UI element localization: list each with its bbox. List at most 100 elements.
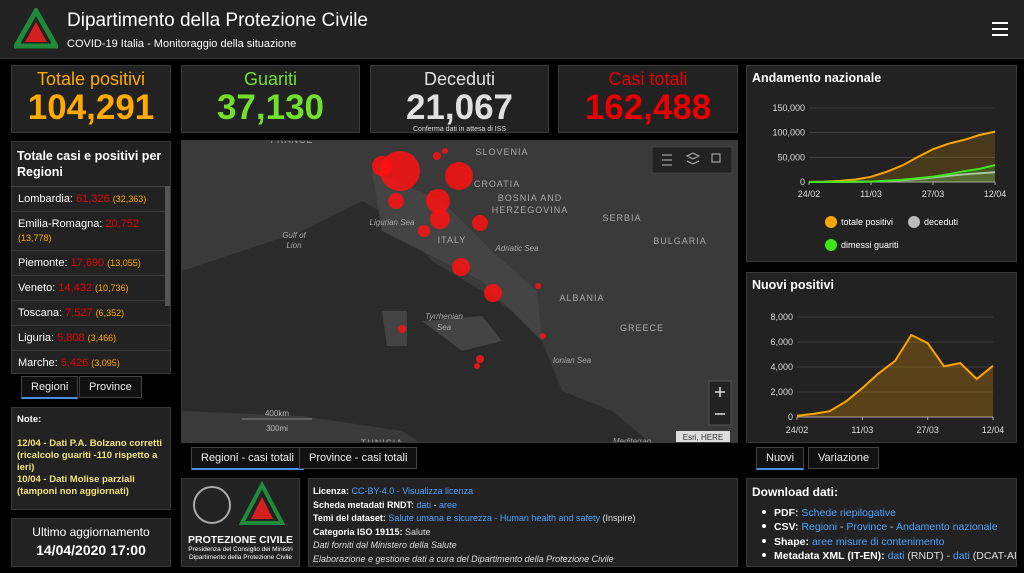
- regions-panel: Totale casi e positivi per Regioni Lombar…: [11, 141, 171, 374]
- legend-swatch[interactable]: [825, 239, 837, 251]
- map-label: Ligurian Sea: [370, 218, 415, 227]
- attribution: Esri, HERE: [683, 433, 723, 442]
- zoom-controls[interactable]: [708, 380, 732, 426]
- zoom-icons: [715, 387, 725, 415]
- map-label: Adriatic Sea: [494, 244, 539, 253]
- menu-button[interactable]: [992, 22, 1008, 36]
- text-part: CSV:: [774, 521, 802, 533]
- logo-icon: [14, 8, 58, 49]
- region-bubble[interactable]: [430, 209, 450, 229]
- series-area: [797, 335, 993, 417]
- region-positive: (10,736): [94, 283, 129, 293]
- region-bubble[interactable]: [484, 284, 502, 302]
- logo-triangle: [238, 480, 286, 525]
- tab[interactable]: Province - casi totali: [299, 447, 418, 469]
- text-part: Salute: [405, 526, 431, 537]
- text-part: Licenza:: [313, 486, 352, 496]
- region-bubble[interactable]: [372, 156, 392, 176]
- chart: Andamento nazionale 0 50,000 100,000 150,000…: [752, 71, 1006, 251]
- legend-swatch[interactable]: [908, 216, 920, 228]
- chart-title: Nuovi positivi: [752, 278, 834, 292]
- region-row[interactable]: Marche: 5,426 (3,095): [12, 351, 170, 373]
- y-tick-label: 100,000: [772, 128, 805, 138]
- region-bubble[interactable]: [535, 283, 541, 289]
- region-bubble[interactable]: [442, 148, 448, 154]
- region-bubble[interactable]: [398, 325, 406, 333]
- tab[interactable]: Regioni - casi totali: [191, 447, 304, 470]
- land: [182, 411, 419, 442]
- series-line: [809, 164, 996, 183]
- region-row[interactable]: Piemonte: 17,690 (13,055): [12, 251, 170, 276]
- tab[interactable]: Nuovi: [756, 447, 805, 470]
- region-bubble[interactable]: [445, 162, 473, 190]
- region-row[interactable]: Lombardia: 61,326 (32,363): [12, 187, 170, 212]
- legend-label[interactable]: totale positivi: [841, 217, 893, 227]
- card-value: 104,291: [27, 88, 155, 127]
- region-bubble[interactable]: [476, 355, 484, 363]
- legend-swatch[interactable]: [825, 216, 837, 228]
- region-bubble[interactable]: [452, 258, 470, 276]
- text-part[interactable]: -: [394, 486, 403, 496]
- region-bubble[interactable]: [474, 363, 480, 369]
- downloads-title: Download dati:: [752, 485, 838, 499]
- text-part[interactable]: Province: [846, 521, 888, 533]
- region-row[interactable]: Liguria: 5,808 (3,466): [12, 326, 170, 351]
- tab[interactable]: Province: [79, 376, 142, 398]
- region-name: Toscana:: [18, 307, 63, 319]
- region-bubble[interactable]: [418, 225, 430, 237]
- stat-card: Guariti 37,130: [181, 65, 360, 133]
- header-title: Dipartimento della Protezione Civile: [67, 10, 368, 31]
- text-part[interactable]: dati: [952, 550, 970, 562]
- map-label: Gulf of: [282, 231, 306, 240]
- panel-title: Totale casi e positivi per Regioni: [12, 142, 170, 187]
- text-part[interactable]: Salute umana e sicurezza - Human health …: [388, 513, 600, 523]
- region-bubble[interactable]: [433, 152, 441, 160]
- license-line: Elaborazione e gestione dati a cura del …: [313, 553, 733, 567]
- logo-line: Dipartimento della Protezione Civile: [189, 554, 292, 561]
- region-bubble[interactable]: [388, 193, 404, 209]
- text-part[interactable]: aree: [439, 499, 458, 510]
- tab[interactable]: Regioni: [21, 376, 79, 399]
- x-tick-label: 12/04: [982, 425, 1005, 435]
- text-part[interactable]: Andamento nazionale: [896, 521, 998, 533]
- stat-card: Deceduti 21,067 Conferma dati in attesa di…: [370, 65, 549, 133]
- scale-label: 400km: [265, 409, 289, 418]
- text-part[interactable]: dati: [887, 550, 905, 562]
- land: [182, 141, 737, 442]
- update-panel: Ultimo aggiornamento 14/04/2020 17:00: [11, 518, 171, 567]
- text-part: Shape:: [774, 535, 812, 548]
- map-label: BOSNIA AND: [498, 193, 563, 203]
- series-area: [809, 172, 995, 182]
- bullet: [762, 538, 766, 543]
- region-row[interactable]: Toscana: 7,527 (6,352): [12, 301, 170, 326]
- text-part: Dati forniti dal Ministero della Salute: [313, 540, 457, 550]
- text-part[interactable]: CC-BY-4.0: [351, 486, 395, 496]
- text-part[interactable]: aree misure di contenimento: [811, 535, 945, 548]
- tab[interactable]: Variazione: [808, 447, 880, 469]
- region-name: Lombardia:: [18, 193, 74, 205]
- region-bubble[interactable]: [472, 215, 488, 231]
- region-bubble[interactable]: [540, 333, 546, 339]
- region-row[interactable]: Veneto: 14,432 (10,736): [12, 276, 170, 301]
- text-part: Scheda metadati RNDT:: [313, 499, 417, 510]
- map-label: ITALY: [438, 235, 467, 245]
- region-row[interactable]: Emilia-Romagna: 20,752 (13,778): [12, 212, 170, 251]
- license-line: Scheda metadati RNDT: dati - aree: [313, 499, 733, 513]
- legend-label[interactable]: deceduti: [924, 217, 958, 227]
- text-part[interactable]: Regioni: [801, 521, 838, 533]
- update-label: Ultimo aggiornamento: [32, 525, 150, 539]
- map-label: ALBANIA: [559, 293, 604, 303]
- text-part: (DCAT-AP-IT): [972, 550, 1016, 562]
- series-line: [796, 333, 994, 417]
- text-part[interactable]: Schede riepilogative: [801, 506, 896, 519]
- region-total: 7,527: [65, 307, 93, 319]
- chart-panel: Andamento nazionale 0 50,000 100,000 150,000…: [746, 65, 1017, 262]
- text-part[interactable]: Visualizza licenza: [402, 486, 474, 496]
- text-part[interactable]: dati: [416, 499, 432, 510]
- region-bubble[interactable]: [426, 189, 450, 213]
- legend-label[interactable]: dimessi guariti: [841, 240, 899, 250]
- map-label: HERZEGOVINA: [492, 205, 569, 215]
- emblem: [193, 486, 231, 524]
